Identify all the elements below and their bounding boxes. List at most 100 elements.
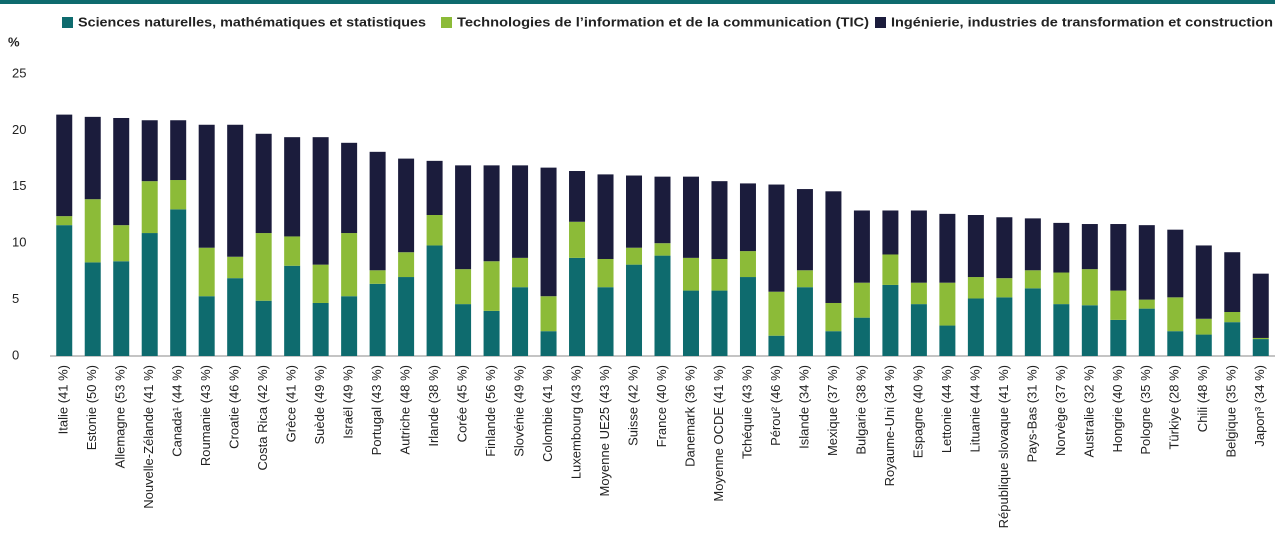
x-tick-label: Hongrie (40 %) xyxy=(1110,365,1125,452)
x-tick-label: Estonie (50 %) xyxy=(84,365,99,450)
bar-segment xyxy=(1252,339,1269,356)
bar-segment xyxy=(426,160,443,215)
x-tick-label: Mexique (37 %) xyxy=(825,365,840,456)
x-tick-label: Bulgarie (38 %) xyxy=(853,365,868,455)
bar-segment xyxy=(540,167,557,297)
bar-segment xyxy=(483,261,500,311)
x-tick-label: France (40 %) xyxy=(654,365,669,447)
bar-segment xyxy=(312,302,329,356)
x-tick-label: Canada¹ (44 %) xyxy=(170,365,185,457)
x-tick-label: Pays-Bas (31 %) xyxy=(1024,365,1039,463)
x-tick-label: Israël (49 %) xyxy=(341,365,356,439)
x-tick-label: Colombie (41 %) xyxy=(540,365,555,462)
bar-segment xyxy=(1138,225,1155,300)
bar-segment xyxy=(569,171,586,222)
x-tick-label: République slovaque (41 %) xyxy=(996,365,1011,528)
bar-segment xyxy=(910,304,927,356)
bar-segment xyxy=(853,317,870,356)
bar-segment xyxy=(284,137,301,237)
bar-segment xyxy=(796,189,813,271)
bar-segment xyxy=(682,176,699,258)
bar-segment xyxy=(284,265,301,356)
bar-segment xyxy=(825,191,842,303)
bar-segment xyxy=(56,225,73,356)
x-tick-label: Türkiye (28 %) xyxy=(1167,365,1182,450)
legend: Sciences naturelles, mathématiques et st… xyxy=(62,14,1273,29)
bar-segment xyxy=(1167,297,1184,332)
bar-segment xyxy=(1167,229,1184,298)
bar-segment xyxy=(739,251,756,278)
bar-segment xyxy=(312,137,329,265)
bar-segment xyxy=(455,269,472,305)
x-tick-label: Japon³ (34 %) xyxy=(1252,365,1267,447)
bar-segment xyxy=(369,151,386,271)
bar-segment xyxy=(768,335,785,356)
bar-segment xyxy=(1081,224,1098,270)
bar-segment xyxy=(768,184,785,292)
y-axis-label: % xyxy=(8,34,20,49)
legend-label: Technologies de l’information et de la c… xyxy=(457,14,869,29)
bar-segment xyxy=(170,180,187,210)
bar-segment xyxy=(227,256,244,279)
bar-segment xyxy=(882,254,899,285)
x-tick-label: Finlande (56 %) xyxy=(483,365,498,457)
bar-segment xyxy=(512,257,529,288)
x-tick-label: Nouvelle-Zélande (41 %) xyxy=(141,365,156,509)
bar-segment xyxy=(170,209,187,356)
bar-segment xyxy=(341,142,358,234)
bar-segment xyxy=(1252,273,1269,338)
bar-segment xyxy=(341,233,358,297)
y-tick-label: 5 xyxy=(12,291,19,306)
x-tick-label: Moyenne UE25 (43 %) xyxy=(597,365,612,497)
x-tick-label: Autriche (48 %) xyxy=(398,365,413,455)
bar-segment xyxy=(1081,269,1098,306)
bar-segment xyxy=(1252,337,1269,340)
bar-segment xyxy=(483,310,500,356)
x-tick-label: Luxembourg (43 %) xyxy=(568,365,583,479)
bar-segment xyxy=(512,165,529,258)
bar-segment xyxy=(967,215,984,278)
x-tick-label: Irlande (38 %) xyxy=(426,365,441,447)
legend-swatch xyxy=(441,17,452,28)
bar-segment xyxy=(626,175,643,248)
x-tick-label: Allemagne (53 %) xyxy=(113,365,128,468)
bar-segment xyxy=(198,296,215,356)
bar-segment xyxy=(1053,222,1070,273)
bar-segment xyxy=(853,210,870,283)
bar-segment xyxy=(1110,290,1127,320)
bar-segment xyxy=(398,158,415,253)
bar-segment xyxy=(1195,318,1212,335)
bar-segment xyxy=(1195,245,1212,319)
bar-segment xyxy=(312,264,329,303)
bar-segment xyxy=(682,257,699,291)
bar-segment xyxy=(796,270,813,288)
legend-swatch xyxy=(875,17,886,28)
bar-segment xyxy=(227,124,244,257)
bar-segment xyxy=(939,213,956,283)
bar-segment xyxy=(113,117,130,226)
bar-segment xyxy=(255,133,272,234)
y-tick-label: 25 xyxy=(12,65,26,80)
bar-segment xyxy=(113,225,130,262)
bar-segment xyxy=(996,217,1013,279)
bar-segment xyxy=(882,284,899,356)
bar-segment xyxy=(1224,312,1241,323)
y-tick-label: 15 xyxy=(12,178,26,193)
bar-segment xyxy=(284,236,301,266)
x-tick-label: Royaume-Uni (34 %) xyxy=(882,365,897,486)
top-rule xyxy=(0,0,1275,4)
bar-segment xyxy=(597,174,614,259)
bar-segment xyxy=(369,270,386,284)
bar-segment xyxy=(853,282,870,318)
bar-segment xyxy=(1024,218,1041,271)
bar-segment xyxy=(654,243,671,256)
bar-segment xyxy=(910,282,927,305)
bar-segment xyxy=(739,277,756,356)
x-tick-label: Moyenne OCDE (41 %) xyxy=(711,365,726,502)
x-tick-label: Tchéquie (43 %) xyxy=(739,365,754,459)
x-tick-label: Chili (48 %) xyxy=(1195,365,1210,432)
bar-segment xyxy=(1081,305,1098,356)
bar-segment xyxy=(1195,334,1212,356)
bar-segment xyxy=(455,304,472,356)
